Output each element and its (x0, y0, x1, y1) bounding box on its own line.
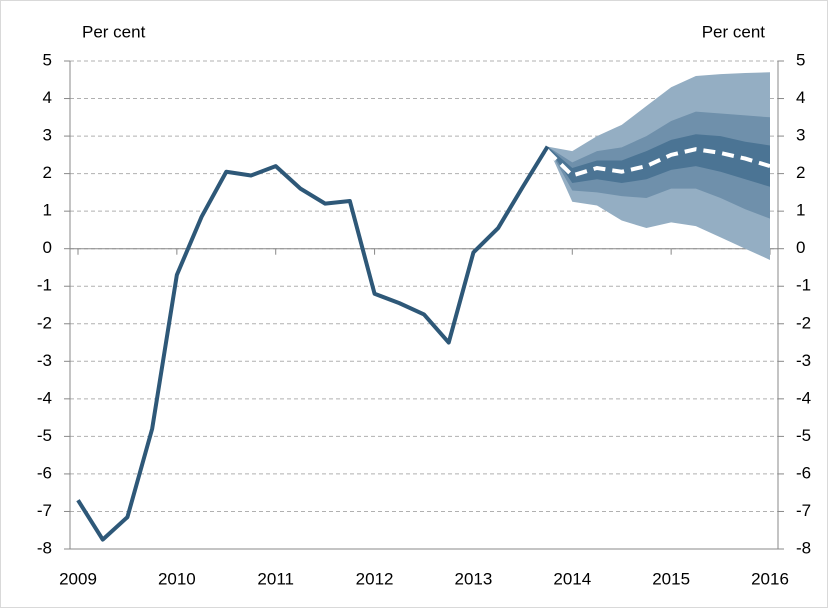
y-tick-label: -4 (37, 388, 52, 407)
y-tick-label: -6 (37, 463, 52, 482)
y2-tick-label: -5 (796, 426, 811, 445)
y-tick-label: -5 (37, 426, 52, 445)
y-tick-label: -1 (37, 276, 52, 295)
y2-tick-label: -4 (796, 388, 811, 407)
x-tick-label: 2013 (455, 569, 493, 588)
y2-tick-label: 4 (796, 88, 805, 107)
x-tick-label: 2012 (356, 569, 394, 588)
y-tick-label: 5 (43, 50, 52, 69)
y2-axis-label: Per cent (702, 22, 766, 41)
y2-tick-label: -6 (796, 463, 811, 482)
y2-tick-label: -3 (796, 351, 811, 370)
y2-tick-label: -1 (796, 276, 811, 295)
x-tick-label: 2009 (59, 569, 97, 588)
y-tick-label: -7 (37, 501, 52, 520)
y2-tick-label: -8 (796, 538, 811, 557)
y2-tick-label: -2 (796, 313, 811, 332)
x-tick-label: 2011 (257, 569, 294, 588)
y-tick-label: -3 (37, 351, 52, 370)
line (76, 145, 550, 542)
y-axis-label: Per cent (82, 22, 146, 41)
x-tick-label: 2010 (158, 569, 196, 588)
median-line (546, 147, 771, 178)
y2-tick-label: 2 (796, 163, 805, 182)
y-tick-label: 3 (43, 126, 52, 145)
y2-tick-label: 1 (796, 201, 805, 220)
y-tick-label: 0 (43, 238, 52, 257)
y-tick-label: 4 (43, 88, 52, 107)
y-tick-label: -2 (37, 313, 52, 332)
x-tick-label: 2015 (652, 569, 690, 588)
y2-tick-label: 5 (796, 50, 805, 69)
y2-tick-label: 0 (796, 238, 805, 257)
y-tick-label: -8 (37, 538, 52, 557)
y2-tick-label: 3 (796, 126, 805, 145)
x-tick-label: 2014 (553, 569, 591, 588)
x-tick-label: 2016 (751, 569, 789, 588)
y-tick-label: 2 (43, 163, 52, 182)
y-tick-label: 1 (43, 201, 52, 220)
y2-tick-label: -7 (796, 501, 811, 520)
